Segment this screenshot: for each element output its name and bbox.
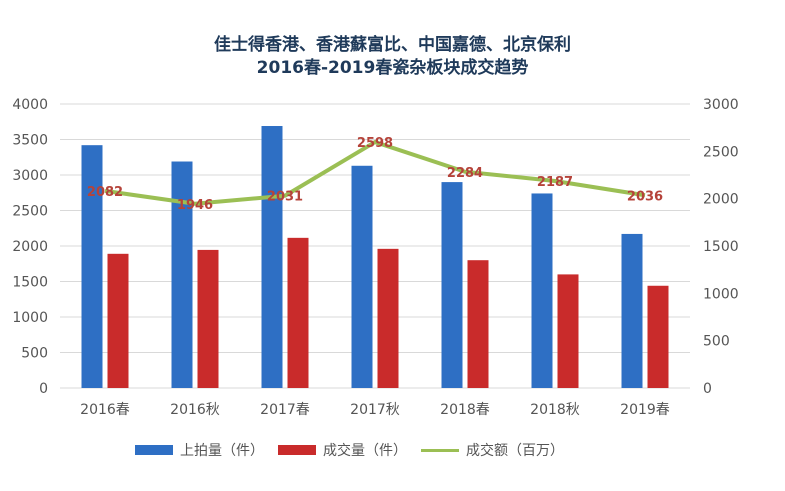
line-series: 2082 1946 2031 2598 2284 2187 2036 bbox=[87, 136, 663, 213]
x-tick-label: 2017春 bbox=[260, 402, 310, 418]
x-tick-label: 2016春 bbox=[80, 402, 130, 418]
bar-sold bbox=[467, 260, 489, 388]
x-tick-label: 2019春 bbox=[620, 402, 670, 418]
right-tick-label: 3000 bbox=[703, 97, 739, 113]
right-tick-label: 2500 bbox=[703, 144, 739, 160]
bar-listed bbox=[261, 126, 283, 388]
right-axis-ticks: 0 500 1000 1500 2000 2500 3000 bbox=[703, 97, 739, 397]
left-tick-label: 1000 bbox=[12, 310, 48, 326]
left-tick-label: 4000 bbox=[12, 97, 48, 113]
right-tick-label: 0 bbox=[703, 381, 712, 397]
legend-label-turnover: 成交额（百万） bbox=[466, 443, 564, 459]
bar-sold bbox=[377, 248, 399, 388]
left-tick-label: 2000 bbox=[12, 239, 48, 255]
legend-item-turnover[interactable]: 成交额（百万） bbox=[421, 440, 564, 460]
legend-label-sold: 成交量（件） bbox=[323, 443, 407, 459]
data-label-turnover: 2036 bbox=[627, 189, 663, 204]
right-tick-label: 1000 bbox=[703, 286, 739, 302]
data-label-turnover: 2031 bbox=[267, 190, 303, 205]
bar-listed bbox=[351, 165, 373, 388]
gridlines bbox=[60, 103, 690, 389]
legend: 上拍量（件） 成交量（件） 成交额（百万） bbox=[135, 440, 578, 460]
bar-listed bbox=[81, 145, 103, 388]
data-label-turnover: 2187 bbox=[537, 175, 573, 190]
x-tick-label: 2017秋 bbox=[350, 402, 400, 418]
bar-listed bbox=[171, 161, 193, 388]
bar-listed bbox=[441, 182, 463, 388]
chart-subtitle: 2016春-2019春瓷杂板块成交趋势 bbox=[256, 58, 529, 78]
legend-item-listed[interactable]: 上拍量（件） bbox=[135, 440, 264, 460]
left-tick-label: 0 bbox=[39, 381, 48, 397]
bar-sold bbox=[197, 249, 219, 388]
left-tick-label: 500 bbox=[21, 346, 48, 362]
data-label-turnover: 2082 bbox=[87, 185, 123, 200]
bar-sold bbox=[107, 253, 129, 388]
x-tick-label: 2016秋 bbox=[170, 402, 220, 418]
legend-label-listed: 上拍量（件） bbox=[180, 443, 264, 459]
bar-sold bbox=[557, 274, 579, 388]
chart-title: 佳士得香港、香港蘇富比、中国嘉德、北京保利 bbox=[214, 35, 571, 55]
left-tick-label: 3000 bbox=[12, 168, 48, 184]
left-axis-ticks: 0 500 1000 1500 2000 2500 3000 3500 4000 bbox=[12, 97, 48, 397]
x-tick-label: 2018秋 bbox=[530, 402, 580, 418]
left-tick-label: 1500 bbox=[12, 275, 48, 291]
legend-swatch-sold bbox=[278, 445, 316, 455]
line-turnover bbox=[104, 140, 646, 206]
bar-sold bbox=[647, 285, 669, 388]
x-axis-labels: 2016春 2016秋 2017春 2017秋 2018春 2018秋 2019春 bbox=[80, 402, 670, 418]
bar-listed bbox=[531, 193, 553, 388]
left-tick-label: 3500 bbox=[12, 133, 48, 149]
right-tick-label: 2000 bbox=[703, 192, 739, 208]
data-label-turnover: 2598 bbox=[357, 136, 393, 151]
legend-swatch-turnover bbox=[421, 448, 459, 452]
x-tick-label: 2018春 bbox=[440, 402, 490, 418]
legend-item-sold[interactable]: 成交量（件） bbox=[278, 440, 407, 460]
bar-sold bbox=[287, 237, 309, 388]
data-label-turnover: 1946 bbox=[177, 198, 213, 213]
left-tick-label: 2500 bbox=[12, 204, 48, 220]
right-tick-label: 500 bbox=[703, 334, 730, 350]
right-tick-label: 1500 bbox=[703, 239, 739, 255]
bars bbox=[81, 126, 669, 388]
legend-swatch-listed bbox=[135, 445, 173, 455]
data-label-turnover: 2284 bbox=[447, 166, 483, 181]
bar-listed bbox=[621, 233, 643, 388]
